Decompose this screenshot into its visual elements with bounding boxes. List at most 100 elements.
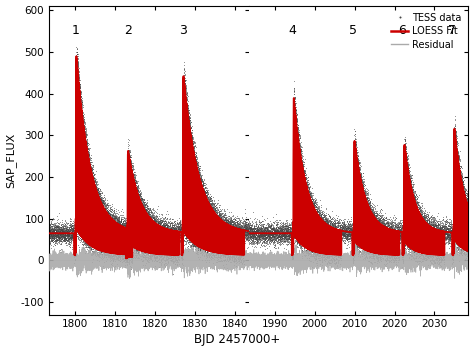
Point xyxy=(243,222,251,227)
Point xyxy=(130,244,138,250)
Point xyxy=(256,244,264,250)
Point xyxy=(286,234,294,240)
Point xyxy=(249,238,256,244)
Point xyxy=(108,247,116,253)
Point xyxy=(319,224,327,230)
Point xyxy=(251,236,258,242)
Point xyxy=(337,236,344,242)
Point xyxy=(191,158,198,164)
Point xyxy=(240,231,248,236)
Point xyxy=(268,237,276,243)
Point xyxy=(162,223,169,229)
Point xyxy=(419,219,426,224)
Point xyxy=(442,229,449,234)
Point xyxy=(201,189,209,195)
Point xyxy=(273,229,281,235)
Point xyxy=(447,224,455,230)
Point xyxy=(208,211,216,216)
Point xyxy=(194,247,202,252)
Point xyxy=(247,228,255,233)
Point xyxy=(340,230,347,236)
Point xyxy=(209,211,217,216)
Point xyxy=(216,245,223,251)
Point xyxy=(450,248,457,253)
Point xyxy=(226,218,233,224)
Point xyxy=(363,202,371,208)
Point xyxy=(100,204,107,209)
Point xyxy=(149,248,156,253)
Point xyxy=(306,200,314,206)
Point xyxy=(128,245,136,251)
Point xyxy=(224,257,231,262)
Point xyxy=(206,210,214,215)
Point xyxy=(142,250,149,255)
Point xyxy=(427,222,434,228)
Point xyxy=(165,229,173,235)
Point xyxy=(51,232,59,238)
Point xyxy=(160,225,168,230)
Point xyxy=(201,188,209,194)
Point xyxy=(415,212,422,218)
Point xyxy=(73,53,80,58)
Point xyxy=(270,239,277,245)
Point xyxy=(79,110,86,116)
Point xyxy=(309,202,317,207)
Point xyxy=(49,222,56,227)
Point xyxy=(264,235,272,240)
Point xyxy=(196,173,203,179)
Point xyxy=(84,154,91,160)
Point xyxy=(201,242,209,247)
Point xyxy=(388,252,396,258)
Point xyxy=(444,233,451,239)
Point xyxy=(366,208,374,214)
Point xyxy=(239,229,247,235)
Point xyxy=(79,128,86,134)
Point xyxy=(375,218,383,223)
Point xyxy=(184,113,192,119)
Point xyxy=(64,238,72,244)
Point xyxy=(210,205,218,211)
Point xyxy=(236,255,244,261)
Point xyxy=(397,234,404,239)
Point xyxy=(194,239,201,245)
Point xyxy=(413,196,420,202)
Point xyxy=(99,206,106,211)
Point xyxy=(403,157,411,163)
Point xyxy=(428,221,436,227)
Point xyxy=(237,225,245,230)
Point xyxy=(240,247,247,253)
Point xyxy=(354,162,362,168)
Point xyxy=(246,229,254,235)
Point xyxy=(72,252,80,258)
Point xyxy=(170,245,177,251)
Point xyxy=(434,223,442,229)
Point xyxy=(457,188,465,194)
Point xyxy=(391,229,399,234)
Point xyxy=(67,227,75,232)
Point xyxy=(348,232,356,238)
Point xyxy=(67,230,75,236)
Point xyxy=(94,192,102,198)
Point xyxy=(78,108,85,114)
Point xyxy=(103,252,110,258)
Point xyxy=(217,222,224,227)
Point xyxy=(375,254,383,259)
Point xyxy=(234,221,242,227)
Point xyxy=(220,214,228,220)
Point xyxy=(273,227,280,232)
Point xyxy=(305,174,312,180)
Point xyxy=(248,229,256,235)
Point xyxy=(86,165,93,171)
Point xyxy=(458,247,466,252)
Point xyxy=(68,235,75,241)
Point xyxy=(426,257,433,263)
Point xyxy=(190,162,198,168)
Point xyxy=(277,220,284,225)
Point xyxy=(289,253,297,258)
Point xyxy=(90,188,97,193)
Point xyxy=(327,234,334,239)
Point xyxy=(432,227,440,232)
Point xyxy=(416,250,424,255)
Point xyxy=(420,220,428,225)
Point xyxy=(368,216,376,222)
